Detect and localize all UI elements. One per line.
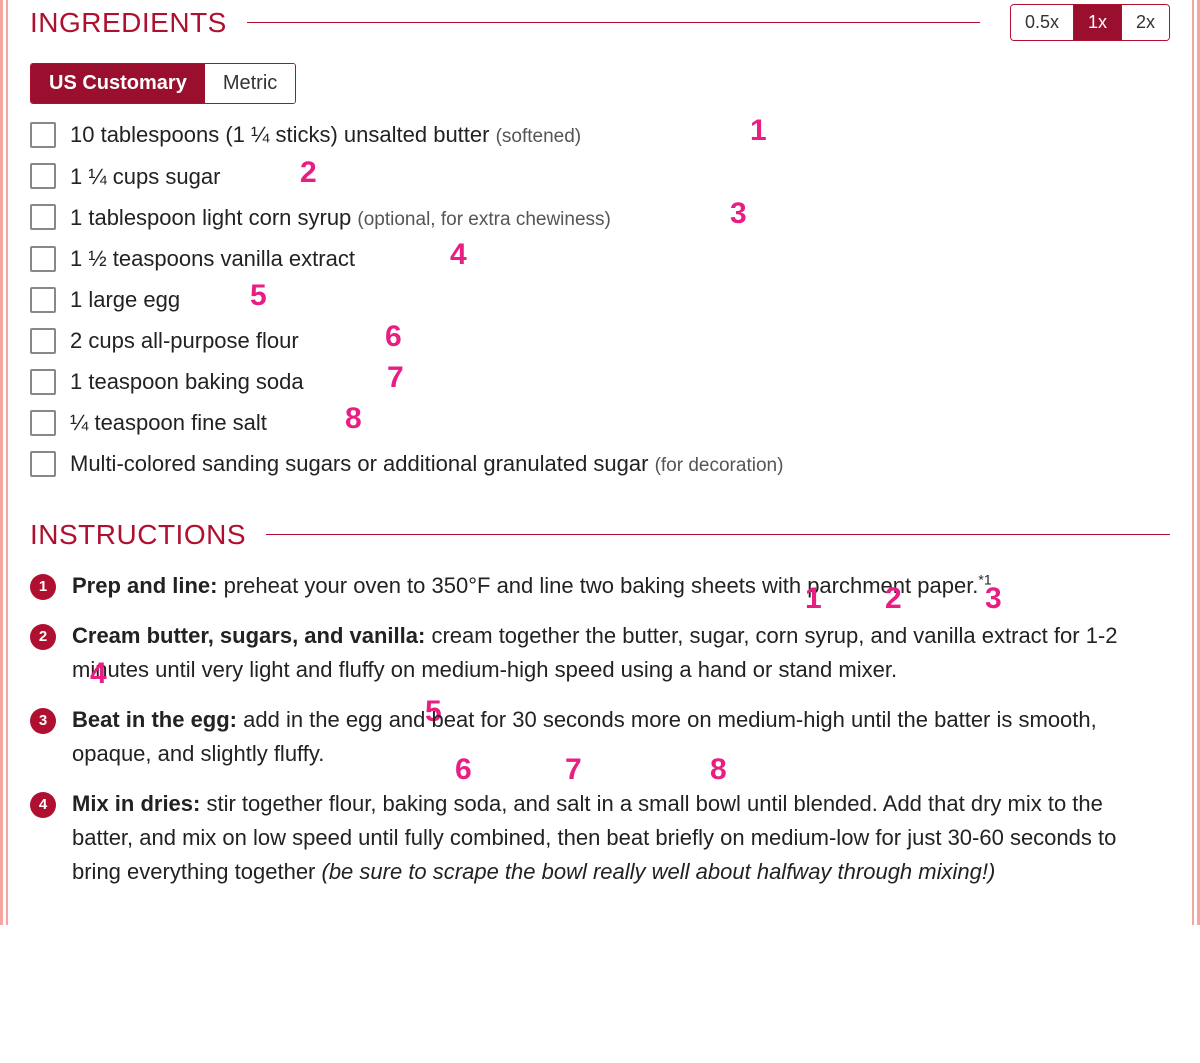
- ingredient-row: 1 large egg 5: [30, 279, 1170, 320]
- ingredient-note: (optional, for extra chewiness): [357, 209, 610, 230]
- ingredient-row: 1 ½ teaspoons vanilla extract 4: [30, 238, 1170, 279]
- divider-line: [247, 22, 980, 23]
- annotation-numeral: 1: [750, 116, 767, 146]
- double-border-outer: INGREDIENTS 0.5x1x2x US CustomaryMetric …: [0, 0, 1200, 925]
- instructions-list: 1 Prep and line: preheat your oven to 350…: [30, 569, 1170, 890]
- scale-option-1x[interactable]: 1x: [1074, 5, 1122, 40]
- ingredient-row: 1 teaspoon baking soda 7: [30, 361, 1170, 402]
- ingredient-row: ¼ teaspoon fine salt 8: [30, 402, 1170, 443]
- ingredient-checkbox[interactable]: [30, 410, 56, 436]
- ingredient-text: 1 large egg: [70, 283, 180, 316]
- ingredient-text: Multi-colored sanding sugars or addition…: [70, 447, 783, 481]
- ingredient-note: (for decoration): [655, 455, 784, 476]
- ingredient-text: 10 tablespoons (1 ¼ sticks) unsalted but…: [70, 118, 581, 152]
- instruction-lead: Mix in dries:: [72, 791, 200, 816]
- ingredient-row: 1 tablespoon light corn syrup (optional,…: [30, 197, 1170, 239]
- ingredient-checkbox[interactable]: [30, 451, 56, 477]
- annotation-numeral: 7: [387, 363, 404, 393]
- instruction-text: Beat in the egg: add in the egg and beat…: [72, 703, 1170, 771]
- instruction-row: 4 Mix in dries: stir together flour, baki…: [30, 787, 1170, 889]
- step-number-badge: 4: [30, 792, 56, 818]
- unit-option-us-customary[interactable]: US Customary: [31, 64, 205, 103]
- footnote-marker: *1: [978, 571, 991, 587]
- divider-line: [266, 534, 1170, 535]
- ingredient-checkbox[interactable]: [30, 122, 56, 148]
- annotation-numeral: 2: [300, 158, 317, 188]
- scale-option-2x[interactable]: 2x: [1122, 5, 1169, 40]
- annotation-numeral: 5: [250, 281, 267, 311]
- ingredient-text: 2 cups all-purpose flour: [70, 324, 299, 357]
- ingredient-text: 1 ¼ cups sugar: [70, 160, 220, 193]
- ingredient-checkbox[interactable]: [30, 287, 56, 313]
- instruction-text: Mix in dries: stir together flour, bakin…: [72, 787, 1170, 889]
- ingredient-text: 1 tablespoon light corn syrup (optional,…: [70, 201, 611, 235]
- ingredients-header: INGREDIENTS 0.5x1x2x: [30, 0, 1170, 41]
- annotation-numeral: 3: [730, 199, 747, 229]
- annotation-numeral: 6: [385, 322, 402, 352]
- instruction-lead: Cream butter, sugars, and vanilla:: [72, 623, 425, 648]
- ingredient-row: Multi-colored sanding sugars or addition…: [30, 443, 1170, 485]
- ingredient-checkbox[interactable]: [30, 369, 56, 395]
- step-number-badge: 2: [30, 624, 56, 650]
- instruction-row: 2 Cream butter, sugars, and vanilla: crea…: [30, 619, 1170, 687]
- instruction-row: 1 Prep and line: preheat your oven to 350…: [30, 569, 1170, 603]
- ingredient-text: 1 ½ teaspoons vanilla extract: [70, 242, 355, 275]
- ingredient-checkbox[interactable]: [30, 246, 56, 272]
- instructions-header: INSTRUCTIONS: [30, 515, 1170, 551]
- instruction-aside: (be sure to scrape the bowl really well …: [322, 859, 996, 884]
- step-number-badge: 1: [30, 574, 56, 600]
- unit-option-metric[interactable]: Metric: [205, 64, 295, 103]
- scale-toggle: 0.5x1x2x: [1010, 4, 1170, 41]
- ingredient-checkbox[interactable]: [30, 163, 56, 189]
- instruction-text: Prep and line: preheat your oven to 350°…: [72, 569, 992, 603]
- instructions-title: INSTRUCTIONS: [30, 519, 246, 551]
- annotation-numeral: 8: [345, 404, 362, 434]
- ingredient-note: (softened): [496, 126, 582, 147]
- ingredient-text: ¼ teaspoon fine salt: [70, 406, 267, 439]
- ingredient-row: 1 ¼ cups sugar 2: [30, 156, 1170, 197]
- ingredients-list: 10 tablespoons (1 ¼ sticks) unsalted but…: [30, 114, 1170, 485]
- ingredients-title: INGREDIENTS: [30, 7, 227, 39]
- annotation-numeral: 4: [450, 240, 467, 270]
- ingredient-checkbox[interactable]: [30, 328, 56, 354]
- instruction-lead: Prep and line:: [72, 573, 217, 598]
- ingredient-text: 1 teaspoon baking soda: [70, 365, 304, 398]
- ingredient-row: 2 cups all-purpose flour 6: [30, 320, 1170, 361]
- instruction-lead: Beat in the egg:: [72, 707, 237, 732]
- instruction-row: 3 Beat in the egg: add in the egg and bea…: [30, 703, 1170, 771]
- ingredient-row: 10 tablespoons (1 ¼ sticks) unsalted but…: [30, 114, 1170, 156]
- recipe-card: INGREDIENTS 0.5x1x2x US CustomaryMetric …: [6, 0, 1194, 925]
- ingredient-checkbox[interactable]: [30, 204, 56, 230]
- unit-toggle: US CustomaryMetric: [30, 63, 296, 104]
- scale-option-0.5x[interactable]: 0.5x: [1011, 5, 1074, 40]
- step-number-badge: 3: [30, 708, 56, 734]
- instruction-text: Cream butter, sugars, and vanilla: cream…: [72, 619, 1170, 687]
